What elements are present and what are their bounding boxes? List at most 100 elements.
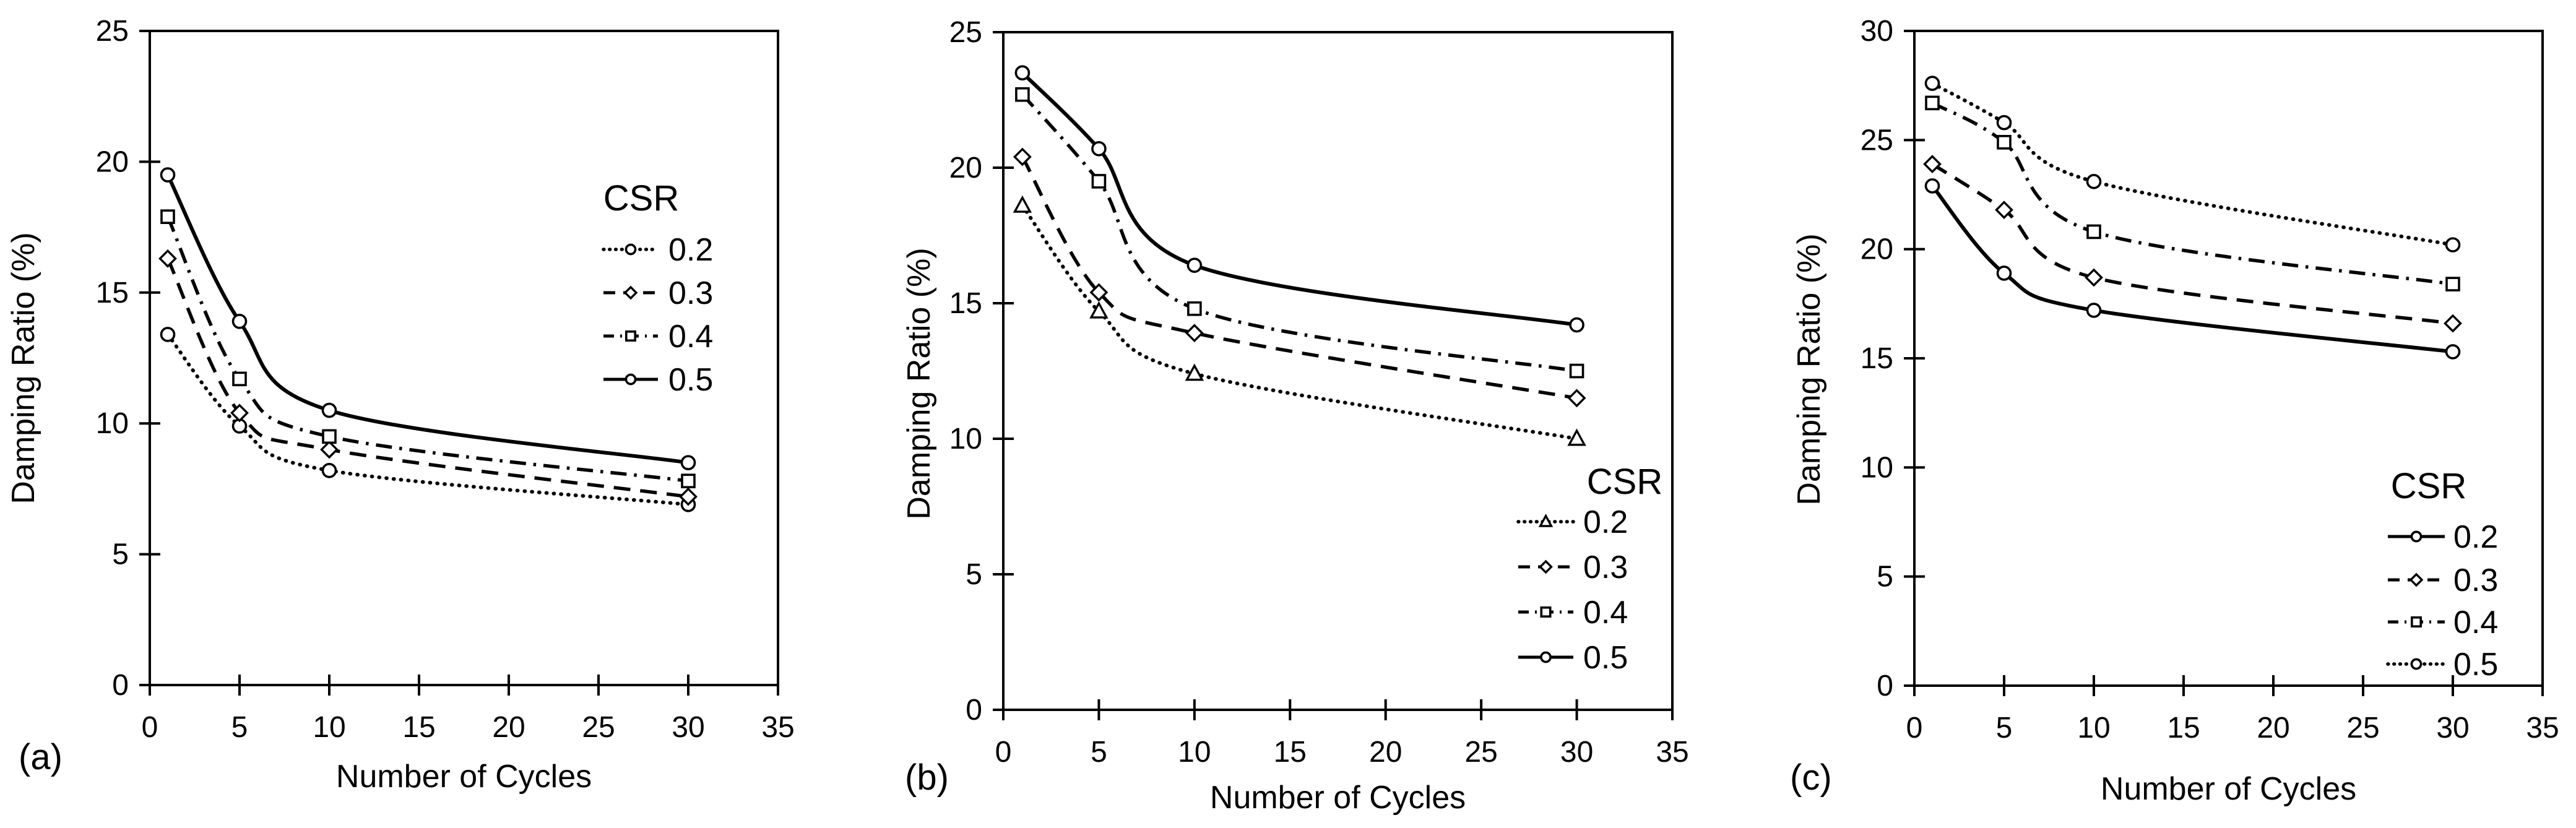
y-tick-label: 0 xyxy=(112,669,129,702)
data-point-marker-csr-0.4 xyxy=(2445,277,2460,291)
x-axis-label: Number of Cycles xyxy=(336,759,592,795)
x-tick-label: 10 xyxy=(313,711,345,744)
y-axis-label: Damping Ratio (%) xyxy=(901,248,937,519)
x-tick-label: 35 xyxy=(761,711,794,744)
series-line-csr-0.5 xyxy=(166,174,689,465)
series-line-csr-0.4 xyxy=(1931,101,2453,286)
data-point-marker-csr-0.5 xyxy=(321,402,337,418)
data-point-marker-csr-0.5 xyxy=(1186,257,1203,273)
legend-entry-label: 0.3 xyxy=(2453,563,2498,598)
y-tick-label: 5 xyxy=(966,558,982,591)
series-line-csr-0.2 xyxy=(1930,184,2453,354)
plot-frame xyxy=(149,30,779,686)
legend-entry-label: 0.4 xyxy=(1583,595,1628,631)
x-tick-label: 5 xyxy=(231,711,248,744)
data-point-marker-csr-0.2 xyxy=(1185,363,1204,381)
data-point-marker-csr-0.4 xyxy=(1187,301,1202,316)
chart-svg-b: 0 5 10 15 20 25 0 5 10 15 20 25 30 35 Number of Cycles… xyxy=(901,16,1689,816)
y-tick-label: 15 xyxy=(949,287,982,320)
legend-marker-csr-0.4 xyxy=(625,330,636,342)
legend-marker-csr-0.4 xyxy=(1540,606,1552,618)
y-tick-label: 10 xyxy=(96,407,129,440)
series-line-csr-0.5 xyxy=(1930,81,2455,247)
chart-panel-a: 0 5 10 15 20 25 0 5 10 15 20 25 30 35 Number of Cycles… xyxy=(0,0,860,828)
x-tick-label: 35 xyxy=(1656,736,1688,769)
legend-title: CSR xyxy=(2391,466,2466,506)
data-point-marker-csr-0.4 xyxy=(1569,363,1584,379)
data-point-marker-csr-0.3 xyxy=(158,249,177,268)
data-point-marker-csr-0.5 xyxy=(1924,75,1940,91)
y-tick-label: 20 xyxy=(949,152,982,184)
series-line-csr-0.3 xyxy=(166,257,689,499)
legend-entry-label: 0.4 xyxy=(668,319,713,355)
chart-panel-c: 0 5 10 15 20 25 30 0 5 10 15 20 25 30 35 Number of Cycl… xyxy=(1716,0,2576,828)
series-line-csr-0.3 xyxy=(1931,162,2453,326)
plot-frame xyxy=(1913,30,2544,687)
y-axis-label: Damping Ratio (%) xyxy=(1791,233,1827,505)
data-point-marker-csr-0.2 xyxy=(1996,265,2012,281)
data-point-marker-csr-0.3 xyxy=(679,487,698,506)
legend-entry-label: 0.2 xyxy=(668,232,713,268)
data-point-marker-csr-0.4 xyxy=(322,429,337,444)
panel-letter-c: (c) xyxy=(1790,757,1832,798)
data-point-marker-csr-0.4 xyxy=(1015,87,1030,102)
x-tick-label: 5 xyxy=(1996,712,2013,744)
legend-marker-csr-0.5 xyxy=(1540,651,1552,663)
x-tick-label: 10 xyxy=(1178,736,1211,769)
data-point-marker-csr-0.2 xyxy=(2445,344,2461,360)
legend-marker-csr-0.5 xyxy=(2410,658,2423,670)
data-point-marker-csr-0.5 xyxy=(1091,141,1107,157)
legend-marker-csr-0.5 xyxy=(625,373,637,386)
data-point-marker-csr-0.5 xyxy=(2086,174,2102,189)
y-tick-label: 0 xyxy=(966,694,982,727)
panel-letter-a: (a) xyxy=(19,737,63,777)
data-point-marker-csr-0.3 xyxy=(2444,314,2462,333)
legend-entry-label: 0.5 xyxy=(668,362,713,398)
x-tick-label: 30 xyxy=(672,711,704,744)
x-axis-label: Number of Cycles xyxy=(2101,771,2356,807)
data-point-marker-csr-0.3 xyxy=(230,403,249,423)
data-point-marker-csr-0.2 xyxy=(160,327,176,342)
x-tick-label: 15 xyxy=(1274,736,1307,769)
data-point-marker-csr-0.5 xyxy=(2445,237,2461,252)
data-point-marker-csr-0.3 xyxy=(1923,155,1942,174)
y-tick-label: 20 xyxy=(1861,233,1893,266)
data-point-marker-csr-0.3 xyxy=(1089,283,1109,302)
y-tick-label: 10 xyxy=(949,423,982,455)
data-point-marker-csr-0.3 xyxy=(320,440,339,459)
legend-title: CSR xyxy=(603,178,679,218)
y-tick-label: 10 xyxy=(1861,451,1893,484)
data-point-marker-csr-0.3 xyxy=(1013,147,1032,166)
y-axis-label: Damping Ratio (%) xyxy=(6,232,41,504)
legend-marker-csr-0.2 xyxy=(1538,514,1554,527)
data-point-marker-csr-0.2 xyxy=(1013,195,1032,213)
x-tick-label: 30 xyxy=(1560,736,1593,769)
data-point-marker-csr-0.2 xyxy=(1567,428,1586,446)
data-point-marker-csr-0.2 xyxy=(2086,303,2102,318)
data-point-marker-csr-0.3 xyxy=(1185,324,1204,343)
panel-letter-b: (b) xyxy=(905,757,949,798)
data-point-marker-csr-0.4 xyxy=(232,371,247,387)
data-point-marker-csr-0.4 xyxy=(1091,174,1107,189)
x-tick-label: 20 xyxy=(492,711,525,744)
data-point-marker-csr-0.5 xyxy=(1996,114,2012,131)
data-point-marker-csr-0.4 xyxy=(681,473,696,489)
data-point-marker-csr-0.5 xyxy=(160,167,176,183)
data-point-marker-csr-0.3 xyxy=(2085,268,2103,287)
data-point-marker-csr-0.2 xyxy=(1924,178,1940,194)
x-tick-label: 10 xyxy=(2077,712,2110,744)
legend-marker-csr-0.2 xyxy=(625,243,637,256)
legend-marker-csr-0.3 xyxy=(623,285,638,300)
data-point-marker-csr-0.3 xyxy=(1567,389,1586,408)
y-tick-label: 25 xyxy=(1861,124,1893,157)
chart-panel-b: 0 5 10 15 20 25 0 5 10 15 20 25 30 35 Number of Cycles… xyxy=(860,0,1716,828)
x-axis-label: Number of Cycles xyxy=(1210,780,1466,816)
data-point-marker-csr-0.2 xyxy=(1089,301,1109,319)
legend-marker-csr-0.3 xyxy=(2409,572,2424,587)
legend-entry-label: 0.2 xyxy=(1583,504,1628,540)
x-tick-label: 25 xyxy=(582,711,615,744)
x-tick-label: 20 xyxy=(1369,736,1402,769)
series-line-csr-0.5 xyxy=(1021,71,1578,327)
x-tick-label: 35 xyxy=(2526,712,2559,744)
